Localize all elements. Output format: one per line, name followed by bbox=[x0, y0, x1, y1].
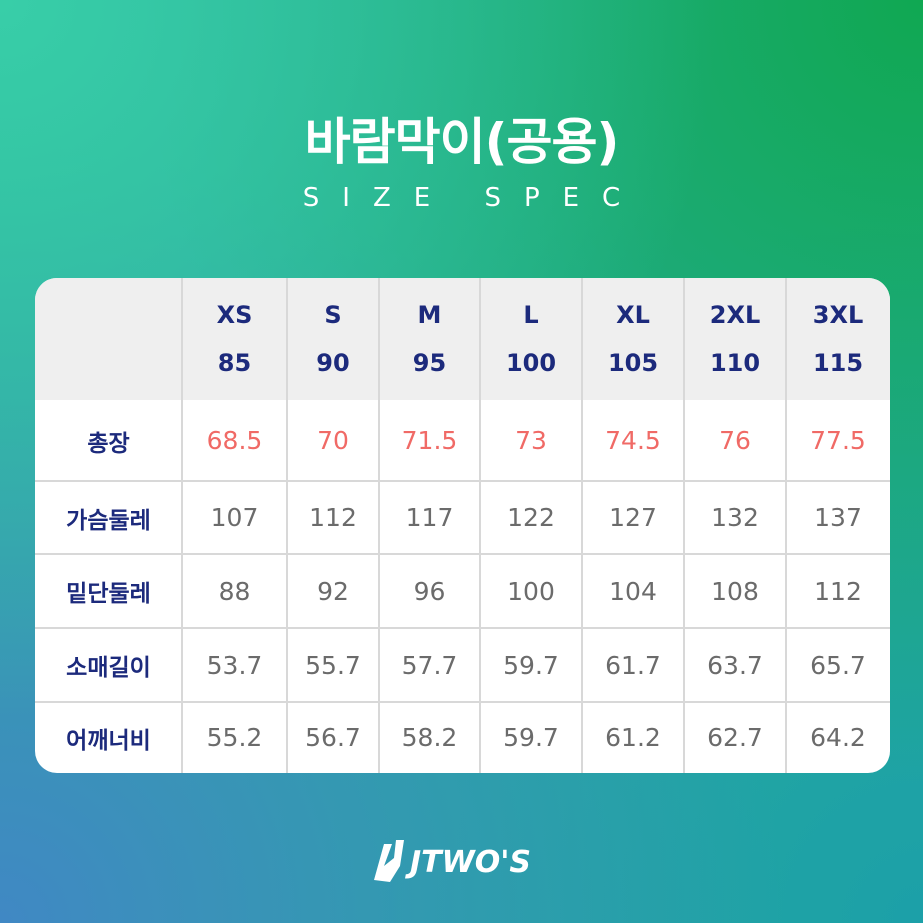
cell-value: 53.7 bbox=[206, 650, 263, 680]
row-divider bbox=[35, 701, 890, 703]
column-divider bbox=[785, 278, 787, 773]
cell-value: 63.7 bbox=[707, 650, 763, 680]
logo-text: JTWO'S bbox=[405, 845, 531, 880]
size-header: 3XL 115 bbox=[786, 278, 890, 400]
row-divider bbox=[35, 627, 890, 629]
size-header: XL 105 bbox=[582, 278, 684, 400]
size-header: 2XL 110 bbox=[684, 278, 786, 400]
cell-value: 59.7 bbox=[503, 650, 559, 680]
column-divider bbox=[286, 278, 288, 773]
cell-value: 61.2 bbox=[605, 723, 661, 752]
cell-value: 59.7 bbox=[503, 723, 559, 752]
cell-value: 55.7 bbox=[305, 650, 361, 680]
row-label: 가슴둘레 bbox=[66, 507, 151, 534]
row-label: 총장 bbox=[87, 430, 130, 457]
row-divider bbox=[35, 553, 890, 555]
cell-value: 137 bbox=[814, 503, 862, 532]
cell-value: 107 bbox=[210, 503, 259, 532]
cell-value: 96 bbox=[413, 576, 446, 606]
size-size: M bbox=[417, 301, 442, 329]
title: 바람막이(공용) bbox=[304, 113, 620, 171]
logo-icon bbox=[374, 840, 404, 882]
cell-value: 104 bbox=[609, 576, 657, 606]
cell-value: 112 bbox=[309, 503, 357, 532]
size-number: 100 bbox=[505, 349, 557, 377]
cell-value: 117 bbox=[405, 503, 454, 532]
logo: JTWO'S bbox=[374, 840, 531, 882]
cell-value: 61.7 bbox=[605, 650, 661, 680]
size-table: XS 85 S 90 M 95 L 100 XL 105 2XL 110 3XL 115 총장 68.5 70 7… bbox=[35, 278, 890, 773]
cell-value: 100 bbox=[507, 576, 555, 606]
size-size: S bbox=[324, 301, 342, 329]
cell-value: 108 bbox=[711, 576, 759, 606]
cell-value: 68.5 bbox=[206, 426, 263, 455]
size-number: 85 bbox=[217, 349, 252, 377]
cell-value: 77.5 bbox=[810, 426, 866, 455]
row-label: 소매길이 bbox=[66, 655, 151, 681]
cell-value: 57.7 bbox=[401, 650, 458, 680]
cell-value: 122 bbox=[507, 503, 555, 532]
size-size: L bbox=[523, 301, 539, 329]
cell-value: 56.7 bbox=[305, 723, 361, 752]
cell-value: 65.7 bbox=[810, 650, 866, 680]
header-corner bbox=[35, 278, 182, 400]
size-number: 115 bbox=[812, 349, 864, 377]
cell-value: 127 bbox=[609, 503, 657, 532]
size-number: 110 bbox=[709, 349, 761, 377]
column-divider bbox=[181, 278, 183, 773]
cell-value: 132 bbox=[711, 503, 759, 532]
cell-value: 58.2 bbox=[401, 723, 458, 752]
cell-value: 88 bbox=[218, 576, 251, 606]
cell-value: 71.5 bbox=[401, 426, 458, 455]
cell-value: 92 bbox=[317, 576, 349, 606]
column-divider bbox=[581, 278, 583, 773]
size-header: M 95 bbox=[379, 278, 480, 400]
cell-value: 73 bbox=[515, 426, 547, 455]
cell-value: 62.7 bbox=[707, 723, 763, 752]
column-divider bbox=[683, 278, 685, 773]
size-size: 3XL bbox=[812, 301, 864, 329]
size-size: XS bbox=[216, 301, 253, 329]
cell-value: 64.2 bbox=[810, 723, 866, 752]
row-label: 밑단둘레 bbox=[66, 581, 151, 607]
size-size: XL bbox=[616, 301, 650, 329]
size-header: XS 85 bbox=[182, 278, 287, 400]
cell-value: 74.5 bbox=[605, 426, 661, 455]
column-divider bbox=[479, 278, 481, 773]
size-header: L 100 bbox=[480, 278, 582, 400]
subtitle: SIZE SPEC bbox=[302, 183, 644, 213]
cell-value: 112 bbox=[814, 576, 862, 606]
size-size: 2XL bbox=[709, 301, 761, 329]
cell-value: 76 bbox=[719, 426, 751, 455]
row-divider bbox=[35, 480, 890, 482]
cell-value: 55.2 bbox=[206, 723, 263, 752]
column-divider bbox=[378, 278, 380, 773]
size-header: S 90 bbox=[287, 278, 379, 400]
cell-value: 70 bbox=[317, 426, 349, 455]
row-label: 어깨너비 bbox=[66, 727, 151, 754]
size-number: 90 bbox=[316, 349, 350, 377]
size-number: 95 bbox=[412, 349, 447, 377]
size-number: 105 bbox=[607, 349, 659, 377]
